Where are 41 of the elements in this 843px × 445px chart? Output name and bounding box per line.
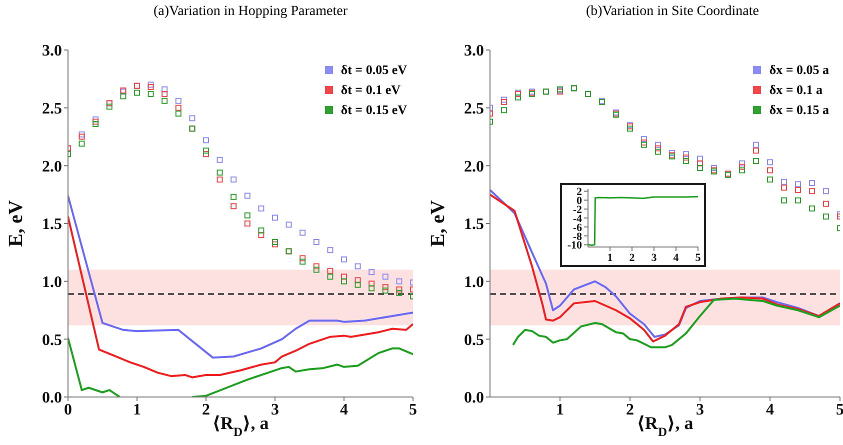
x-tick-label: 4: [340, 401, 348, 418]
y-axis-title: E, eV: [427, 200, 449, 247]
x-tick-label: 4: [766, 401, 774, 418]
x-tick-label: 5: [695, 252, 702, 264]
legend-label: δt = 0.15 eV: [340, 102, 407, 118]
x-tick-label: 3: [271, 401, 279, 418]
legend-label: δx = 0.05 a: [769, 62, 829, 78]
x-tick-label: 1: [556, 401, 564, 418]
x-tick-label: 1: [133, 401, 141, 418]
y-tick-label: 1.0: [464, 274, 484, 292]
y-tick-label: 1.5: [42, 216, 62, 234]
y-tick-label: 0.0: [464, 390, 484, 407]
y-tick-label: 0.5: [464, 332, 484, 349]
y-tick-label: 2.5: [464, 100, 484, 118]
y-tick-label: 1.0: [42, 274, 62, 292]
legend-label: δt = 0.1 eV: [340, 82, 400, 98]
x-axis-title: ⟨R$_{D}$⟩, a: [212, 413, 269, 439]
x-tick-label: 2: [202, 401, 210, 418]
y-tick-label: 0.0: [42, 390, 62, 407]
chart-title: (a)Variation in Hopping Parameter: [152, 4, 348, 20]
y-tick-label: 2.0: [42, 158, 62, 176]
x-tick-label: 5: [409, 401, 417, 418]
y-tick-label: 2.0: [464, 158, 484, 176]
x-tick-label: 2: [626, 401, 634, 418]
y-tick-label: 0.5: [42, 332, 62, 349]
y-tick-label: 1.5: [464, 216, 484, 234]
y-axis-title: E, eV: [5, 200, 27, 247]
y-tick-label: 3.0: [464, 42, 484, 60]
legend-label: δx = 0.15 a: [769, 102, 829, 118]
chart-title: (b)Variation in Site Coordinate: [584, 4, 760, 20]
x-tick-label: 2: [629, 252, 636, 264]
x-tick-label: 4: [673, 252, 680, 264]
x-tick-label: 3: [651, 252, 658, 264]
x-tick-label: 3: [696, 401, 704, 418]
y-tick-label: 3.0: [42, 42, 62, 60]
legend-label: δt = 0.05 eV: [340, 62, 407, 78]
legend-label: δx = 0.1 a: [769, 82, 822, 98]
x-tick-label: 1: [607, 252, 613, 264]
y-tick-label: -10: [567, 240, 582, 252]
y-tick-label: 2.5: [42, 100, 62, 118]
x-axis-title: ⟨R$_{D}$⟩, a: [636, 413, 694, 439]
